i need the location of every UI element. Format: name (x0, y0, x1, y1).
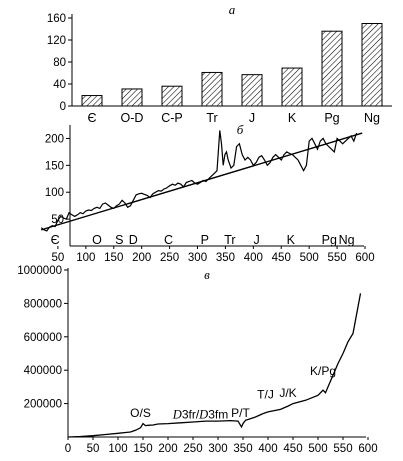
category-label: Є (88, 111, 97, 125)
x-tick-label: 150 (104, 252, 123, 264)
x-tick-label: 500 (300, 252, 319, 264)
y-tick-label: 120 (47, 35, 66, 47)
cumulative-curve (67, 293, 362, 438)
y-tick-label: 1000000 (17, 265, 62, 277)
trend-line (40, 132, 363, 231)
period-label: O (92, 233, 102, 247)
y-tick-label: 160 (47, 13, 66, 25)
boundary-annotation: P/T (231, 406, 250, 420)
x-tick-label: 150 (133, 443, 152, 455)
category-label: J (249, 111, 255, 125)
x-tick-label: 600 (355, 252, 374, 264)
period-label: Ng (339, 233, 355, 247)
bar (321, 30, 343, 107)
y-tick-label: 40 (53, 79, 66, 91)
x-tick-label: 50 (52, 252, 65, 264)
x-tick-label: 600 (358, 443, 377, 455)
period-label: Є (51, 233, 60, 247)
boundary-annotation: K/Pg (310, 364, 336, 378)
panel-letter: а (229, 2, 236, 17)
category-label: C-P (161, 111, 183, 125)
y-tick-label: 400000 (24, 365, 62, 377)
period-label: J (254, 233, 260, 247)
y-tick-label: 800000 (24, 298, 62, 310)
period-label: Pg (322, 233, 337, 247)
x-tick-label: 200 (132, 252, 151, 264)
bar-chart-panel: 0 40 80 120 160 Є O-D C-P Tr J K Pg Ng а (47, 2, 392, 125)
period-label: P (201, 233, 209, 247)
bar (361, 23, 383, 107)
boundary-annotation: D3fr/D3fm (172, 408, 228, 422)
period-label: K (287, 233, 296, 247)
x-tick-label: 200 (158, 443, 177, 455)
x-tick-label: 550 (333, 443, 352, 455)
category-label: O-D (121, 111, 144, 125)
bar (81, 95, 103, 107)
y-tick-label: 100 (45, 187, 64, 199)
x-tick-label: 50 (87, 443, 100, 455)
x-tick-label: 0 (65, 443, 71, 455)
y-tick-label: 80 (53, 57, 66, 69)
boundary-annotation: O/S (130, 406, 151, 420)
y-tick-label: 600000 (24, 332, 62, 344)
x-tick-label: 450 (272, 252, 291, 264)
boundary-annotation: T/J (257, 388, 274, 402)
bar (241, 74, 263, 107)
category-label: Ng (364, 111, 380, 125)
category-label: Pg (324, 111, 339, 125)
line-chart-panel-c: 200000 400000 600000 800000 1000000 0 50 100 150… (17, 265, 377, 455)
y-tick-label: 200 (45, 133, 64, 145)
x-tick-label: 500 (308, 443, 327, 455)
category-label: Tr (206, 111, 217, 125)
y-tick-label: 0 (60, 101, 66, 113)
x-tick-label: 100 (76, 252, 95, 264)
period-label: D (129, 233, 138, 247)
x-tick-label: 400 (258, 443, 277, 455)
x-tick-label: 250 (183, 443, 202, 455)
x-tick-label: 450 (283, 443, 302, 455)
boundary-annotation: J/K (279, 386, 296, 400)
x-tick-label: 100 (108, 443, 127, 455)
x-tick-label: 300 (208, 443, 227, 455)
bar (161, 85, 183, 107)
period-label: Tr (224, 233, 235, 247)
period-label: C (164, 233, 173, 247)
panel-letter: в (204, 267, 210, 282)
category-label: K (288, 111, 297, 125)
y-tick-label: 150 (45, 160, 64, 172)
x-tick-label: 350 (216, 252, 235, 264)
x-tick-label: 400 (244, 252, 263, 264)
x-tick-label: 250 (160, 252, 179, 264)
bar (121, 88, 143, 107)
x-tick-label: 350 (233, 443, 252, 455)
period-label: S (115, 233, 123, 247)
y-tick-label: 200000 (24, 399, 62, 411)
x-tick-label: 550 (327, 252, 346, 264)
bar (201, 71, 223, 107)
x-tick-label: 300 (188, 252, 207, 264)
panel-letter: б (237, 122, 244, 137)
bar (281, 67, 303, 107)
